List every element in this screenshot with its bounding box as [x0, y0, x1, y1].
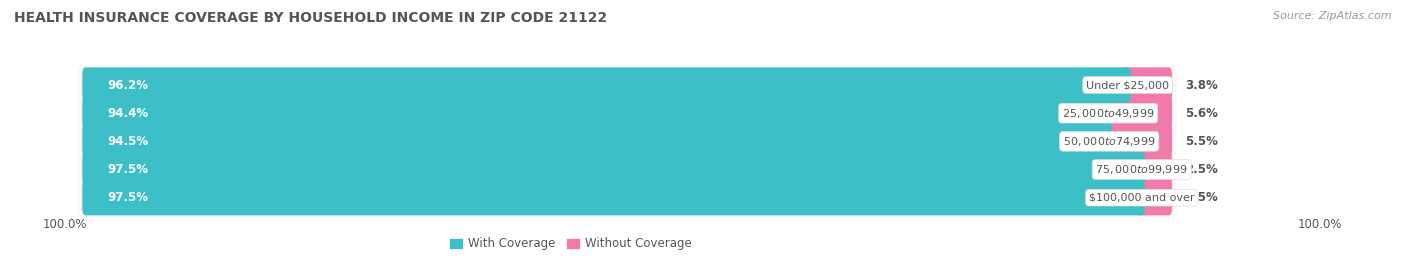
FancyBboxPatch shape	[1101, 95, 1173, 131]
Text: 2.5%: 2.5%	[1185, 191, 1218, 204]
Text: 2.5%: 2.5%	[1185, 163, 1218, 176]
FancyBboxPatch shape	[83, 68, 1130, 103]
Legend: With Coverage, Without Coverage: With Coverage, Without Coverage	[446, 233, 696, 255]
FancyBboxPatch shape	[83, 152, 1144, 187]
FancyBboxPatch shape	[77, 178, 1177, 217]
Text: 94.4%: 94.4%	[107, 107, 148, 120]
FancyBboxPatch shape	[82, 152, 1173, 187]
Text: 5.6%: 5.6%	[1185, 107, 1218, 120]
Text: 97.5%: 97.5%	[107, 191, 148, 204]
FancyBboxPatch shape	[82, 68, 1173, 103]
Text: 96.2%: 96.2%	[107, 79, 148, 91]
FancyBboxPatch shape	[1102, 124, 1173, 159]
Text: 3.8%: 3.8%	[1185, 79, 1218, 91]
FancyBboxPatch shape	[1135, 180, 1173, 215]
Text: $75,000 to $99,999: $75,000 to $99,999	[1095, 163, 1188, 176]
FancyBboxPatch shape	[82, 124, 1173, 159]
Text: 97.5%: 97.5%	[107, 163, 148, 176]
Text: 5.5%: 5.5%	[1185, 135, 1218, 148]
Text: $50,000 to $74,999: $50,000 to $74,999	[1063, 135, 1156, 148]
FancyBboxPatch shape	[83, 124, 1112, 159]
FancyBboxPatch shape	[1135, 152, 1173, 187]
Text: $100,000 and over: $100,000 and over	[1090, 193, 1195, 203]
Text: Source: ZipAtlas.com: Source: ZipAtlas.com	[1274, 11, 1392, 21]
FancyBboxPatch shape	[1121, 68, 1173, 103]
Text: HEALTH INSURANCE COVERAGE BY HOUSEHOLD INCOME IN ZIP CODE 21122: HEALTH INSURANCE COVERAGE BY HOUSEHOLD I…	[14, 11, 607, 25]
FancyBboxPatch shape	[77, 122, 1177, 161]
Text: $25,000 to $49,999: $25,000 to $49,999	[1062, 107, 1154, 120]
Text: Under $25,000: Under $25,000	[1087, 80, 1170, 90]
Text: 100.0%: 100.0%	[42, 218, 87, 231]
Text: 94.5%: 94.5%	[107, 135, 148, 148]
FancyBboxPatch shape	[83, 180, 1144, 215]
FancyBboxPatch shape	[83, 95, 1111, 131]
FancyBboxPatch shape	[77, 94, 1177, 133]
FancyBboxPatch shape	[82, 180, 1173, 215]
FancyBboxPatch shape	[82, 95, 1173, 131]
FancyBboxPatch shape	[77, 65, 1177, 105]
Text: 100.0%: 100.0%	[1298, 218, 1343, 231]
FancyBboxPatch shape	[77, 150, 1177, 189]
